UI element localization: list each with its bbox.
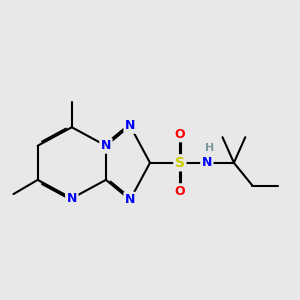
Text: N: N [125,119,135,132]
Text: S: S [175,156,185,170]
Text: H: H [205,143,214,153]
Text: O: O [175,185,185,198]
Text: N: N [67,192,77,205]
Text: O: O [175,128,185,141]
Text: N: N [202,156,212,169]
Text: N: N [125,193,135,206]
Text: N: N [101,139,111,152]
